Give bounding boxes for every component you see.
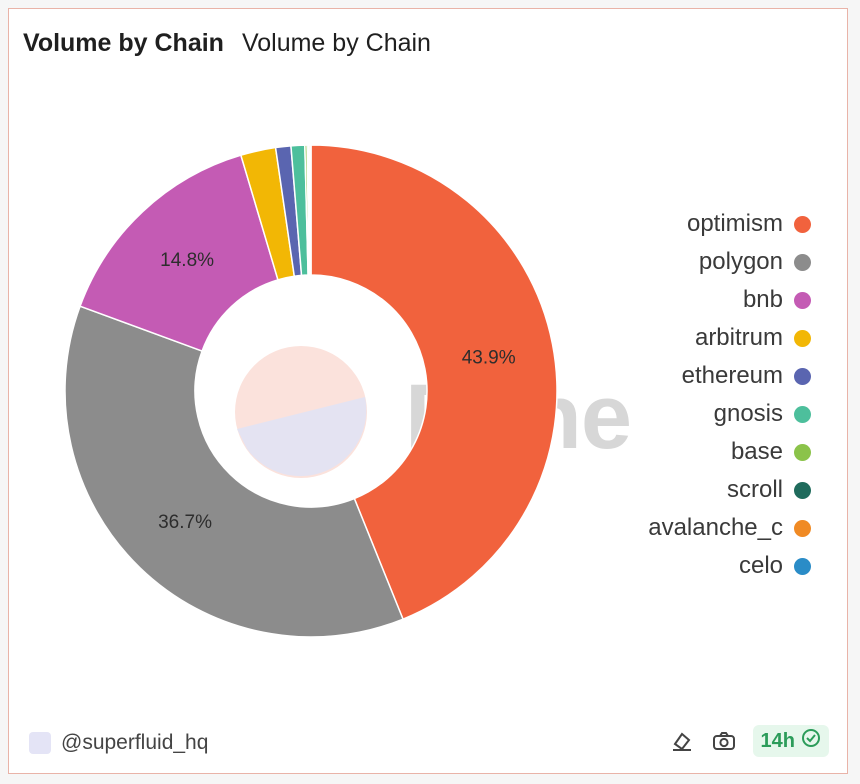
legend-swatch [794,519,811,537]
data-label-polygon: 36.7% [158,512,212,533]
camera-icon[interactable] [711,728,737,754]
check-circle-icon [801,728,821,754]
legend-swatch [794,329,811,347]
legend-item-avalanche-c[interactable]: avalanche_c [648,509,811,547]
data-label-bnb: 14.8% [160,250,214,271]
legend-label: bnb [742,286,783,313]
footer-actions: 14h [669,725,829,757]
eraser-icon[interactable] [669,728,695,754]
avatar [29,732,51,754]
chart-header: Volume by Chain Volume by Chain [23,29,431,58]
data-label-optimism: 43.9% [462,348,516,369]
legend-label: polygon [698,248,783,275]
legend-label: base [730,438,783,465]
legend-swatch [794,443,811,461]
legend-item-base[interactable]: base [731,433,811,471]
legend-label: ethereum [681,362,783,389]
legend-swatch [794,253,811,271]
author-username: @superfluid_hq [61,731,209,754]
legend-item-gnosis[interactable]: gnosis [714,395,811,433]
slice-bnb[interactable] [79,154,279,352]
legend-swatch [794,215,811,233]
slice-optimism[interactable] [310,144,558,621]
slice-polygon[interactable] [64,305,404,638]
legend-item-scroll[interactable]: scroll [727,471,811,509]
legend-swatch [794,291,811,309]
legend-label: scroll [726,476,783,503]
legend-label: arbitrum [694,324,783,351]
legend-label: gnosis [713,400,783,427]
legend-item-optimism[interactable]: optimism [687,205,811,243]
donut-chart: 43.9% 36.7% 14.8% [64,144,558,638]
legend-label: optimism [686,210,783,237]
legend-swatch [794,557,811,575]
legend-item-polygon[interactable]: polygon [699,243,811,281]
chart-title: Volume by Chain [23,29,224,57]
legend-item-celo[interactable]: celo [739,547,811,585]
chart-subtitle: Volume by Chain [241,29,431,57]
refresh-badge[interactable]: 14h [752,725,829,757]
legend-item-bnb[interactable]: bnb [743,281,811,319]
legend-item-arbitrum[interactable]: arbitrum [695,319,811,357]
legend-label: avalanche_c [648,514,783,541]
center-logo-icon [235,346,367,478]
legend-swatch [794,481,811,499]
legend-swatch [794,405,811,423]
legend-swatch [794,367,811,385]
footer-author[interactable]: @superfluid_hq [29,731,208,755]
slice-celo[interactable] [309,144,312,276]
legend-item-ethereum[interactable]: ethereum [682,357,811,395]
legend-label: celo [738,552,783,579]
badge-time: 14h [760,729,795,752]
chart-legend: optimism polygon bnb arbitrum ethereum gnosis… [648,205,811,585]
